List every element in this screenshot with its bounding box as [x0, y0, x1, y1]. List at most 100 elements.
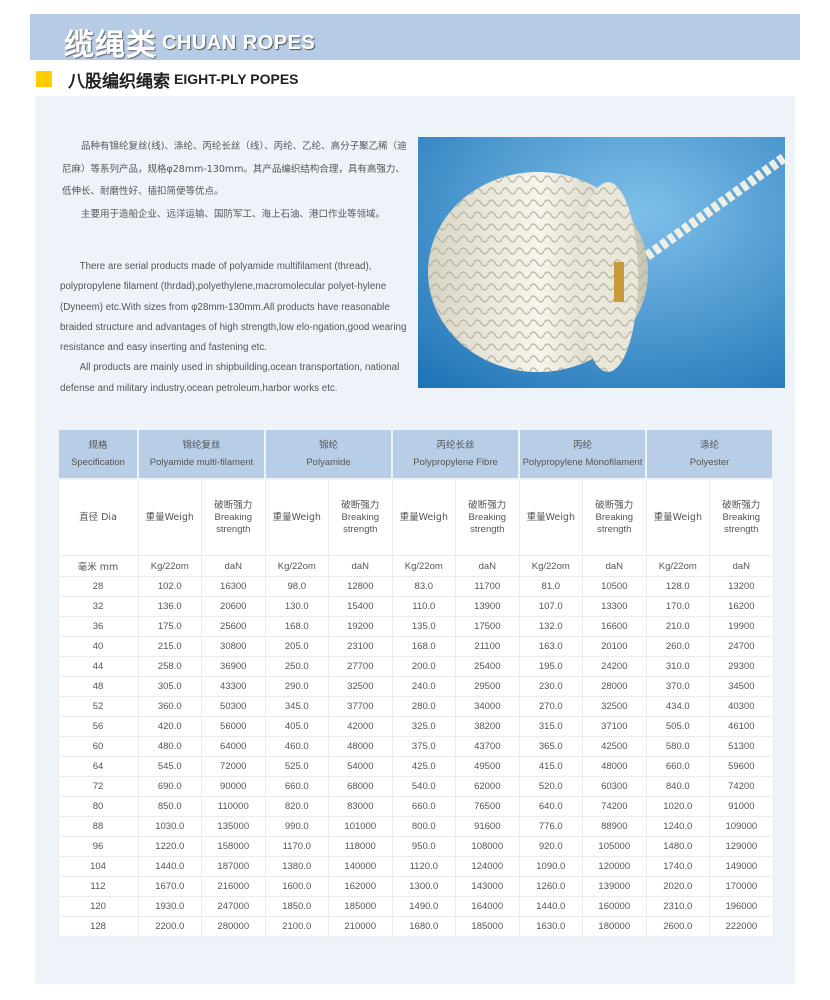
- strength-cell: 51300: [709, 736, 774, 757]
- strength-cn: 破断强力: [722, 499, 761, 511]
- strength-cell: 50300: [201, 696, 266, 717]
- strength-cell: 149000: [709, 856, 774, 877]
- strength-cell: 49500: [455, 756, 520, 777]
- strength-cell: 129000: [709, 836, 774, 857]
- strength-unit: daN: [201, 555, 266, 577]
- table-row: 104 1440.0 187000 1380.0 140000 1120.0 124000 1…: [57, 856, 774, 877]
- weight-cell: 640.0: [518, 796, 584, 817]
- intro-cn-paragraph: 主要用于造船企业、远洋运输、国防军工、海上石油、港口作业等领域。: [81, 208, 386, 220]
- weight-cell: 135.0: [391, 616, 457, 637]
- intro-en-paragraph: All products are mainly used in shipbuil…: [60, 362, 400, 394]
- section-heading: 八股编织绳索 EIGHT-PLY POPES: [36, 68, 299, 92]
- strength-cell: 11700: [455, 576, 520, 597]
- weight-cell: 2100.0: [264, 916, 330, 937]
- strength-cell: 74200: [582, 796, 647, 817]
- strength-cell: 30800: [201, 636, 266, 657]
- strength-cell: 170000: [709, 876, 774, 897]
- strength-cell: 108000: [455, 836, 520, 857]
- strength-unit: daN: [709, 555, 774, 577]
- diameter-cell: 120: [57, 896, 139, 917]
- strength-cell: 16300: [201, 576, 266, 597]
- strength-cell: 62000: [455, 776, 520, 797]
- weight-cell: 1670.0: [137, 876, 202, 897]
- strength-cell: 46100: [709, 716, 774, 737]
- weight-cell: 107.0: [518, 596, 584, 617]
- diameter-cell: 32: [57, 596, 139, 617]
- strength-cell: 34000: [455, 696, 520, 717]
- material-en: Polyamide: [306, 457, 351, 468]
- weight-cell: 2020.0: [645, 876, 711, 897]
- weight-cell: 210.0: [645, 616, 711, 637]
- weight-cell: 405.0: [264, 716, 330, 737]
- table-row: 52 360.0 50300 345.0 37700 280.0 34000 270.0 325…: [57, 696, 774, 717]
- weight-unit: Kg/22om: [391, 555, 457, 577]
- spec-header-cn: 规格: [88, 440, 108, 451]
- weight-cell: 1600.0: [264, 876, 330, 897]
- weight-cell: 950.0: [391, 836, 457, 857]
- weight-cell: 660.0: [645, 756, 711, 777]
- rope-spec-table: 规格 Specification 锦纶复丝 Polyamide multi-fila…: [57, 428, 775, 937]
- strength-cell: 12800: [328, 576, 393, 597]
- weight-cell: 1630.0: [518, 916, 584, 937]
- strength-unit: daN: [582, 555, 647, 577]
- weight-unit: Kg/22om: [518, 555, 584, 577]
- weight-cell: 175.0: [137, 616, 202, 637]
- strength-cell: 139000: [582, 876, 647, 897]
- strength-cell: 83000: [328, 796, 393, 817]
- weight-cell: 132.0: [518, 616, 584, 637]
- strength-unit: daN: [455, 555, 520, 577]
- strength-cell: 110000: [201, 796, 266, 817]
- weight-cell: 370.0: [645, 676, 711, 697]
- strength-cell: 59600: [709, 756, 774, 777]
- strength-cell: 13200: [709, 576, 774, 597]
- strength-cell: 42000: [328, 716, 393, 737]
- weight-cell: 1440.0: [137, 856, 202, 877]
- weight-cell: 525.0: [264, 756, 330, 777]
- weight-cell: 1120.0: [391, 856, 457, 877]
- weight-cell: 345.0: [264, 696, 330, 717]
- diameter-cell: 28: [57, 576, 139, 597]
- material-en: Polyamide multi-filament: [149, 457, 254, 468]
- weight-cell: 1030.0: [137, 816, 202, 837]
- section-title-en: EIGHT-PLY POPES: [174, 71, 299, 87]
- diameter-cell: 72: [57, 776, 139, 797]
- weight-header: 重量Weigh: [518, 478, 584, 556]
- weight-unit: Kg/22om: [264, 555, 330, 577]
- material-header: 丙纶长丝 Polypropylene Fibre: [391, 428, 521, 480]
- weight-cell: 365.0: [518, 736, 584, 757]
- diameter-cell: 96: [57, 836, 139, 857]
- breaking-strength-header: 破断强力 Breaking strength: [201, 478, 266, 556]
- weight-cell: 1020.0: [645, 796, 711, 817]
- strength-cell: 56000: [201, 716, 266, 737]
- material-header-row: 规格 Specification 锦纶复丝 Polyamide multi-fila…: [57, 428, 775, 480]
- material-cn: 丙纶长丝: [436, 440, 475, 451]
- weight-cell: 1260.0: [518, 876, 584, 897]
- material-header: 锦纶 Polyamide: [264, 428, 394, 480]
- weight-cell: 163.0: [518, 636, 584, 657]
- weight-cell: 1240.0: [645, 816, 711, 837]
- table-row: 64 545.0 72000 525.0 54000 425.0 49500 415.0 480…: [57, 756, 774, 777]
- table-row: 48 305.0 43300 290.0 32500 240.0 29500 230.0 280…: [57, 676, 774, 697]
- diameter-cell: 104: [57, 856, 139, 877]
- table-row: 80 850.0 110000 820.0 83000 660.0 76500 640.0 74…: [57, 796, 774, 817]
- strength-cell: 32500: [328, 676, 393, 697]
- header-title-cn: 缆绳类: [64, 28, 157, 63]
- weight-cell: 660.0: [264, 776, 330, 797]
- strength-cell: 120000: [582, 856, 647, 877]
- strength-cell: 29300: [709, 656, 774, 677]
- weight-cell: 205.0: [264, 636, 330, 657]
- weight-cell: 434.0: [645, 696, 711, 717]
- strength-cell: 27700: [328, 656, 393, 677]
- strength-cell: 43300: [201, 676, 266, 697]
- weight-cell: 540.0: [391, 776, 457, 797]
- breaking-strength-header: 破断强力 Breaking strength: [709, 478, 774, 556]
- strength-cell: 20100: [582, 636, 647, 657]
- strength-cn: 破断强力: [468, 499, 507, 511]
- weight-cell: 1480.0: [645, 836, 711, 857]
- intro-chinese: 品种有锦纶复丝(线)、涤纶、丙纶长丝（线）、丙纶、乙纶、高分子聚乙稀（迪尼麻）等…: [62, 136, 412, 226]
- weight-cell: 315.0: [518, 716, 584, 737]
- weight-cell: 130.0: [264, 596, 330, 617]
- strength-cell: 91600: [455, 816, 520, 837]
- intro-cn-paragraph: 品种有锦纶复丝(线)、涤纶、丙纶长丝（线）、丙纶、乙纶、高分子聚乙稀（迪尼麻）等…: [62, 141, 407, 197]
- table-row: 56 420.0 56000 405.0 42000 325.0 38200 315.0 371…: [57, 716, 774, 737]
